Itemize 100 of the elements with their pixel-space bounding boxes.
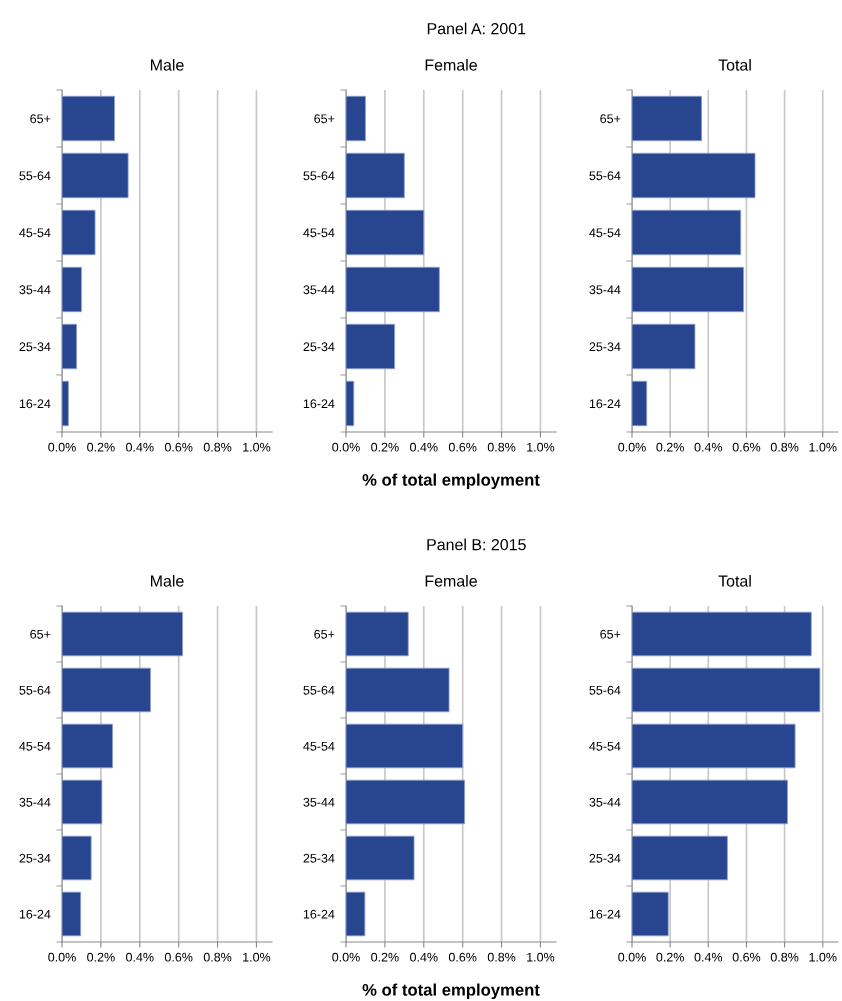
bar bbox=[632, 380, 648, 427]
bar bbox=[62, 380, 69, 427]
bar bbox=[632, 667, 821, 713]
y-tick-label: 16-24 bbox=[19, 909, 51, 919]
bar bbox=[346, 152, 405, 199]
y-tick-label: 25-34 bbox=[19, 342, 51, 352]
bar bbox=[346, 667, 450, 713]
x-tick-label: 0.8% bbox=[487, 442, 516, 452]
x-tick-label: 0.6% bbox=[732, 442, 761, 452]
bar bbox=[632, 266, 744, 313]
x-tick-label: 1.0% bbox=[809, 952, 837, 962]
bar bbox=[62, 152, 129, 199]
y-tick-label: 55-64 bbox=[19, 685, 51, 695]
y-tick-label: 55-64 bbox=[589, 171, 621, 181]
y-tick-label: 35-44 bbox=[19, 285, 51, 295]
bar bbox=[632, 779, 788, 825]
chart-title: Male bbox=[151, 58, 184, 71]
x-tick-label: 0.6% bbox=[448, 952, 477, 962]
text: Panel A: 2001 bbox=[427, 22, 526, 35]
y-tick-label: 45-54 bbox=[589, 228, 621, 238]
bar bbox=[346, 266, 440, 313]
y-tick-label: 55-64 bbox=[303, 685, 335, 695]
y-tick-label: 25-34 bbox=[303, 853, 335, 863]
y-tick-label: 65+ bbox=[314, 114, 335, 124]
chart-title: Female bbox=[425, 574, 477, 587]
chart-title: Total bbox=[718, 58, 751, 71]
x-tick-label: 0.0% bbox=[48, 952, 76, 962]
y-tick-label: 25-34 bbox=[19, 853, 51, 863]
x-tick-label: 0.2% bbox=[371, 442, 399, 452]
y-tick-label: 55-64 bbox=[589, 685, 621, 695]
x-tick-label: 0.2% bbox=[656, 442, 684, 452]
x-tick-label: 0.0% bbox=[332, 952, 360, 962]
chart-title: Total bbox=[718, 574, 751, 587]
y-tick-label: 45-54 bbox=[19, 741, 51, 751]
y-tick-label: 55-64 bbox=[19, 171, 51, 181]
bar bbox=[346, 891, 366, 937]
chart-title: Male bbox=[151, 574, 184, 587]
y-tick-label: 45-54 bbox=[19, 228, 51, 238]
x-tick-label: 0.2% bbox=[371, 952, 399, 962]
x-tick-label: 0.0% bbox=[618, 952, 646, 962]
bar bbox=[62, 611, 183, 657]
x-tick-label: 0.4% bbox=[694, 442, 723, 452]
x-tick-label: 0.0% bbox=[618, 442, 646, 452]
x-tick-label: 0.0% bbox=[48, 442, 76, 452]
bar bbox=[62, 209, 96, 256]
bar bbox=[632, 835, 728, 881]
y-tick-label: 25-34 bbox=[589, 342, 621, 352]
x-tick-label: 0.4% bbox=[410, 952, 438, 962]
bar bbox=[346, 611, 409, 657]
y-tick-label: 65+ bbox=[600, 629, 621, 639]
y-tick-label: 35-44 bbox=[19, 797, 51, 807]
x-tick-label: 0.6% bbox=[448, 442, 477, 452]
y-tick-label: 16-24 bbox=[303, 399, 335, 409]
bar bbox=[346, 380, 355, 427]
bar bbox=[632, 95, 703, 142]
bar bbox=[62, 723, 113, 769]
y-tick-label: 35-44 bbox=[303, 797, 335, 807]
x-tick-label: 0.4% bbox=[410, 442, 438, 452]
y-tick-label: 65+ bbox=[30, 114, 51, 124]
y-tick-label: 45-54 bbox=[303, 741, 335, 751]
bar bbox=[632, 891, 669, 937]
x-tick-label: 0.2% bbox=[656, 952, 684, 962]
x-tick-label: 0.0% bbox=[332, 442, 360, 452]
x-tick-label: 1.0% bbox=[527, 952, 555, 962]
x-tick-label: 1.0% bbox=[527, 442, 555, 452]
bar bbox=[632, 323, 696, 370]
x-tick-label: 1.0% bbox=[243, 952, 271, 962]
x-tick-label: 0.4% bbox=[126, 952, 154, 962]
x-axis-title: % of total employment bbox=[362, 983, 540, 1000]
y-tick-label: 35-44 bbox=[589, 285, 621, 295]
y-tick-label: 25-34 bbox=[303, 342, 335, 352]
y-tick-label: 35-44 bbox=[589, 797, 621, 807]
bar bbox=[346, 779, 466, 825]
y-tick-label: 65+ bbox=[30, 629, 51, 639]
y-tick-label: 45-54 bbox=[589, 741, 621, 751]
y-tick-label: 65+ bbox=[600, 114, 621, 124]
bar bbox=[346, 209, 425, 256]
bar bbox=[62, 835, 92, 881]
x-tick-label: 1.0% bbox=[243, 442, 271, 452]
bar bbox=[62, 323, 77, 370]
bar bbox=[62, 891, 82, 937]
x-tick-label: 0.8% bbox=[487, 952, 516, 962]
bar bbox=[632, 723, 796, 769]
y-tick-label: 16-24 bbox=[19, 399, 51, 409]
chart-title: Female bbox=[425, 58, 477, 71]
x-tick-label: 0.6% bbox=[164, 952, 193, 962]
bar bbox=[62, 95, 115, 142]
y-tick-label: 45-54 bbox=[303, 228, 335, 238]
y-tick-label: 65+ bbox=[314, 629, 335, 639]
bar bbox=[632, 611, 812, 657]
bar bbox=[632, 209, 742, 256]
y-tick-label: 55-64 bbox=[303, 171, 335, 181]
x-tick-label: 0.2% bbox=[87, 952, 115, 962]
x-tick-label: 0.2% bbox=[87, 442, 115, 452]
bar bbox=[62, 779, 103, 825]
x-axis-title: % of total employment bbox=[362, 473, 540, 490]
y-tick-label: 16-24 bbox=[303, 909, 335, 919]
bar bbox=[62, 266, 82, 313]
y-tick-label: 35-44 bbox=[303, 285, 335, 295]
x-tick-label: 0.4% bbox=[126, 442, 154, 452]
